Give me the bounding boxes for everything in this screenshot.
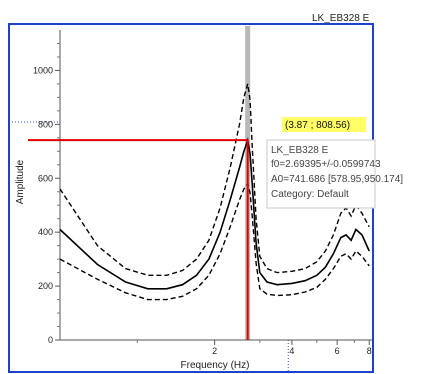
y-tick-label: 600	[38, 173, 53, 183]
x-tick-label: 2	[212, 346, 217, 356]
x-tick-label: 8	[367, 346, 372, 356]
peak-marker[interactable]	[28, 139, 249, 340]
cursor-readout: (3.87 ; 808.56)	[285, 120, 350, 131]
y-tick-label: 1000	[33, 65, 53, 75]
confidence-bound-curve	[59, 83, 370, 276]
tooltip-line: LK_EB328 E	[271, 145, 329, 156]
tooltip-box	[266, 139, 376, 209]
tooltip-line: A0=741.686 [578.95,950.174]	[271, 174, 403, 185]
tooltip-line: f0=2.69395+/-0.0599743	[271, 159, 381, 170]
curve-layer	[59, 83, 370, 301]
x-tick-label: 6	[335, 346, 340, 356]
y-axis-label: Amplitude	[15, 159, 26, 204]
y-tick-label: 400	[38, 227, 53, 237]
x-tick-label: 4	[289, 346, 294, 356]
axis-ticks: 0 200 400 600 800 1000 2 4 6 8	[33, 42, 372, 356]
mean-amplitude-curve	[59, 137, 370, 290]
peak-tooltip: LK_EB328 E f0=2.69395+/-0.0599743 A0=741…	[266, 139, 403, 209]
y-tick-label: 200	[38, 281, 53, 291]
confidence-bound-curve	[59, 182, 370, 301]
chart-title: LK_EB328 E	[312, 13, 370, 24]
y-tick-label: 0	[48, 335, 53, 345]
cursor-readout-highlight	[282, 117, 366, 132]
y-tick-label: 800	[38, 119, 53, 129]
tooltip-line: Category: Default	[271, 189, 349, 200]
x-axis-label: Frequency (Hz)	[181, 360, 250, 371]
